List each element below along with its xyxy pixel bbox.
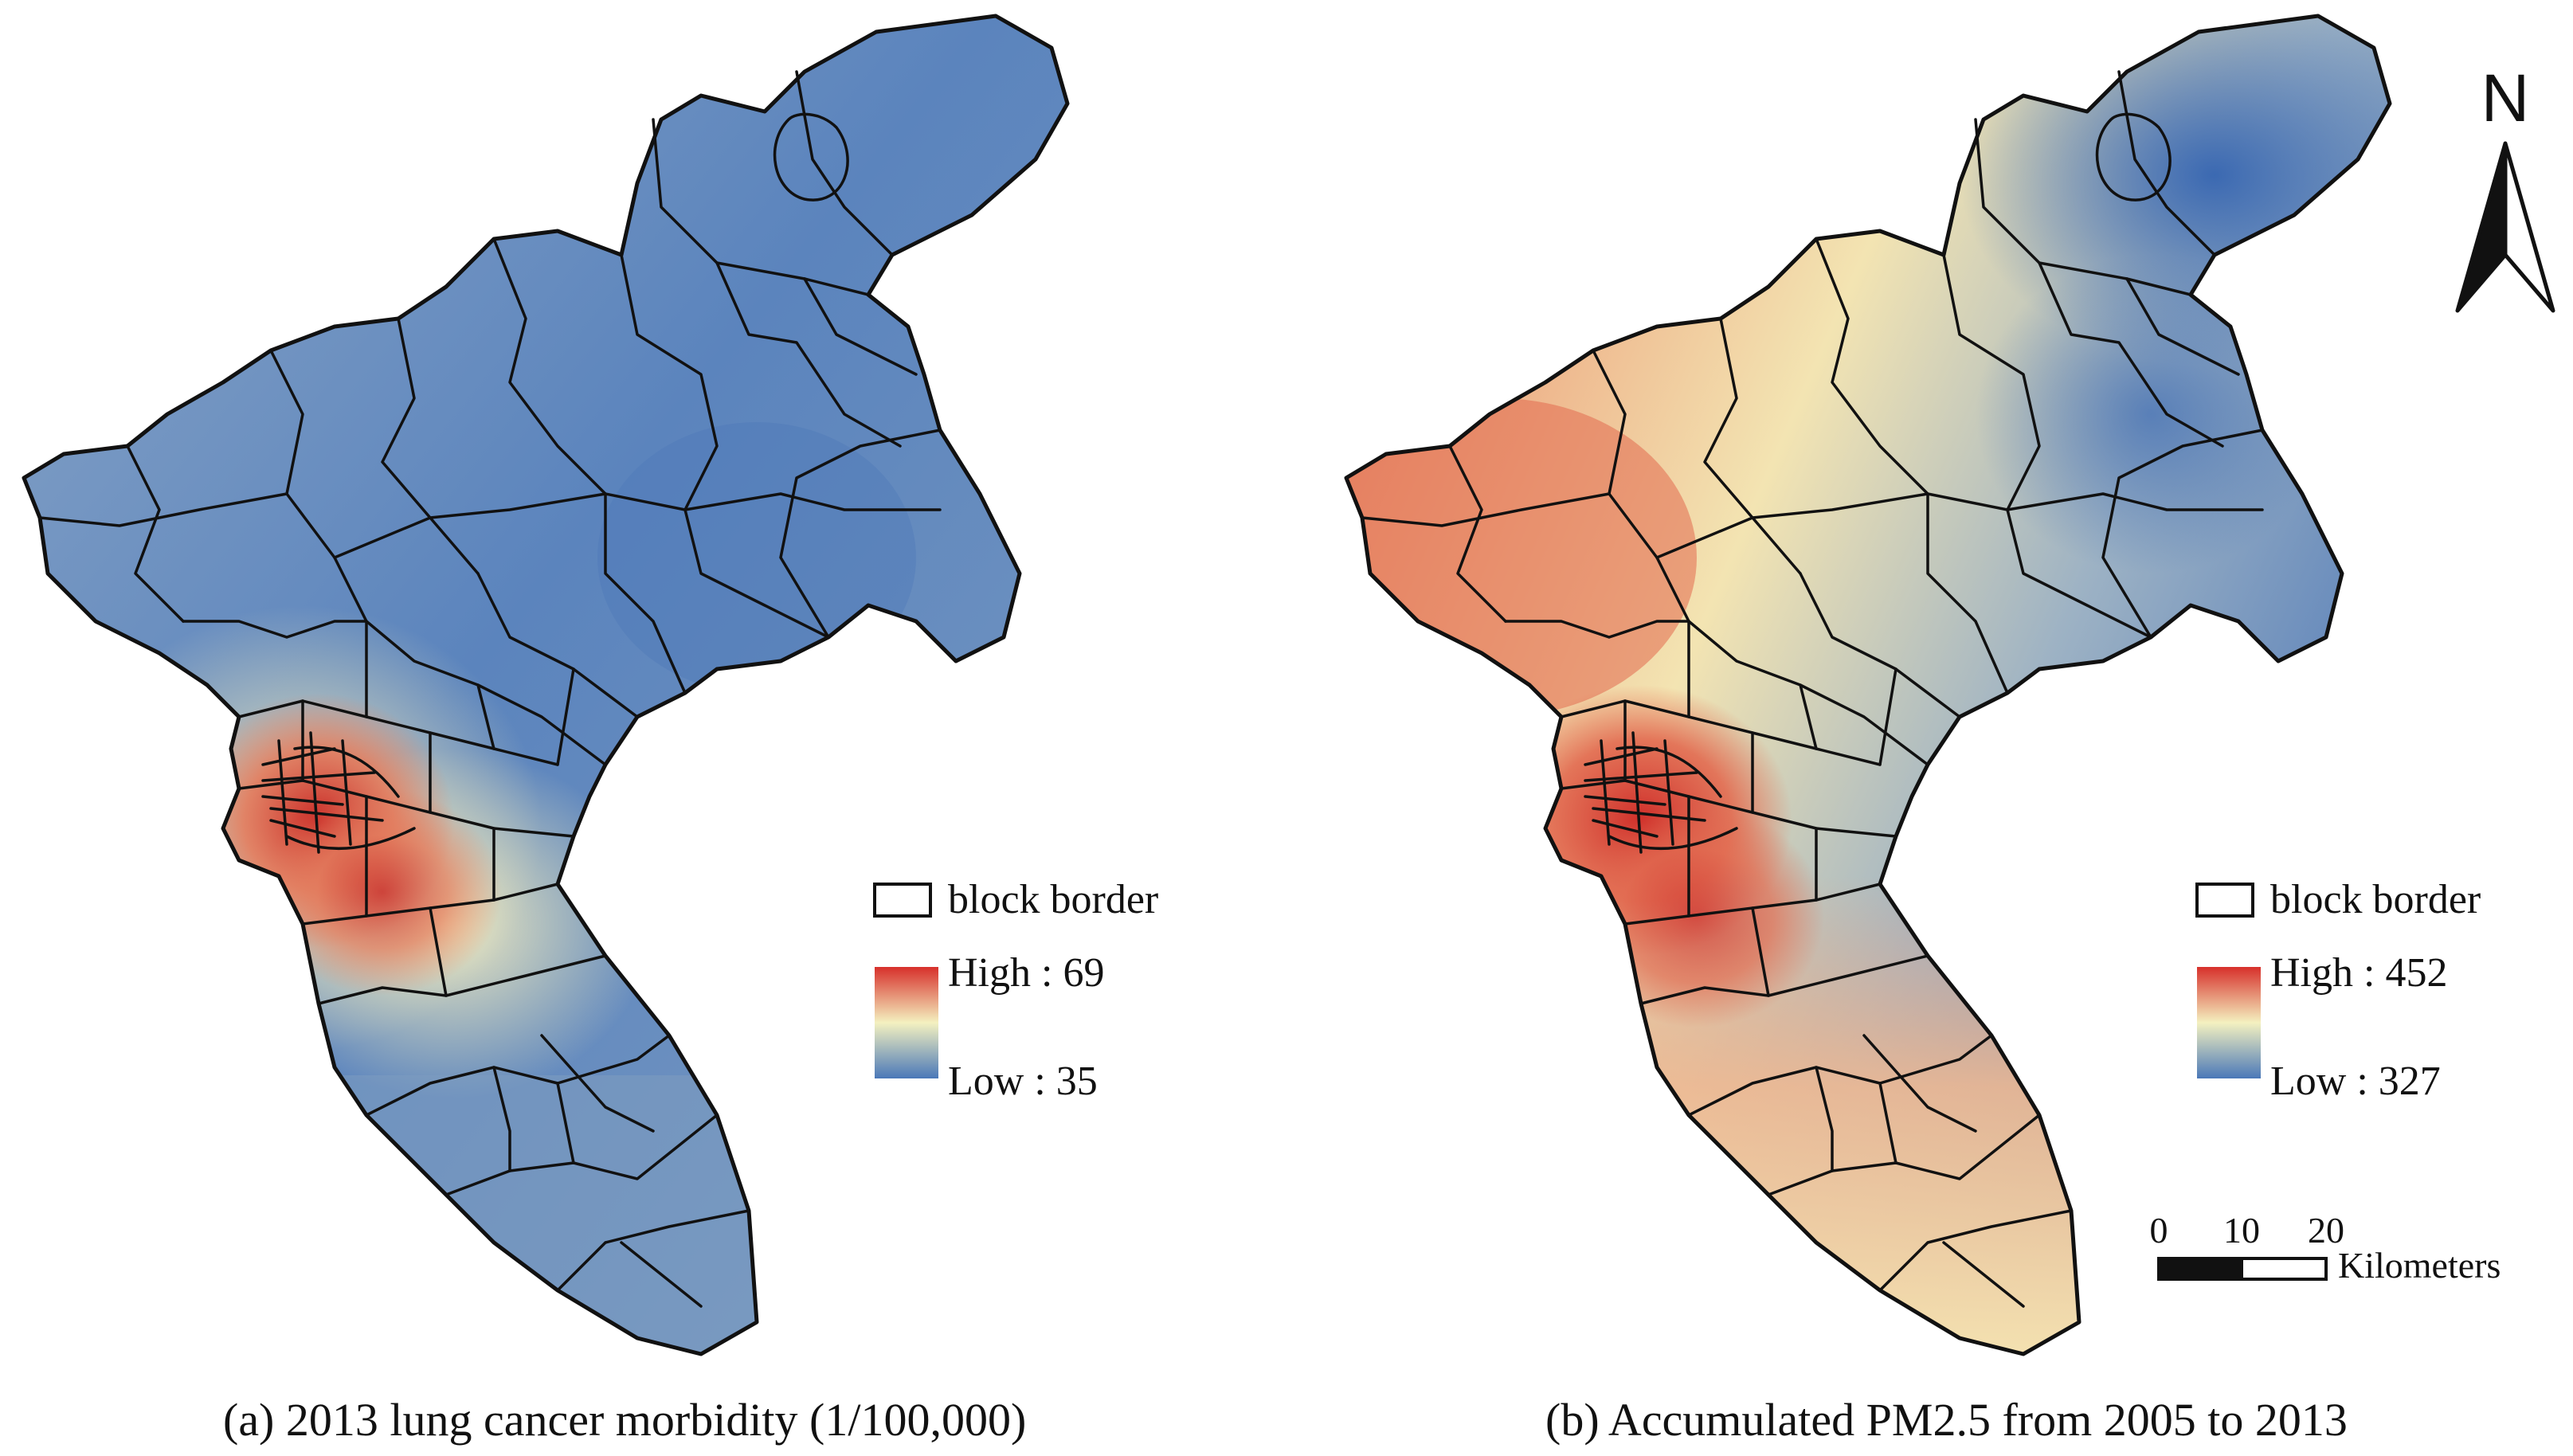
scale-bar-black-segment: [2157, 1257, 2243, 1281]
north-arrow-right-half: [2503, 141, 2555, 313]
panel-b-choropleth: [1298, 0, 2469, 1402]
panel-a-caption: (a) 2013 lung cancer morbidity (1/100,00…: [223, 1394, 1026, 1446]
scale-bar-white-segment: [2240, 1257, 2328, 1281]
legend-a-border-label: block border: [948, 877, 1158, 922]
legend-a-high-label: High : 69: [948, 950, 1104, 996]
legend-b-high-label: High : 452: [2270, 950, 2447, 996]
legend-a-ramp: [875, 967, 938, 1078]
panel-a-lung-cancer-map: block border High : 69 Low : 35 (a) 2013…: [0, 0, 1158, 1446]
scale-bar: 0 10 20 Kilometers: [2150, 1210, 2501, 1286]
legend-b-low-label: Low : 327: [2270, 1059, 2441, 1104]
legend-b-border-swatch: [2195, 883, 2254, 918]
scale-tick-0: 0: [2150, 1210, 2168, 1251]
scale-tick-10: 10: [2223, 1210, 2260, 1251]
legend-b-border-label: block border: [2270, 877, 2481, 922]
panel-b-legend: block border High : 452 Low : 327: [2195, 877, 2481, 1104]
north-arrow: N: [2455, 61, 2555, 313]
north-arrow-label: N: [2481, 61, 2530, 135]
scale-unit-label: Kilometers: [2338, 1245, 2501, 1286]
panel-a-choropleth: [0, 0, 1115, 1402]
panel-b-pm25-map: block border High : 452 Low : 327 (b) Ac…: [1298, 0, 2481, 1446]
legend-b-ramp: [2197, 967, 2261, 1078]
panel-a-legend: block border High : 69 Low : 35: [873, 877, 1158, 1104]
panel-b-caption: (b) Accumulated PM2.5 from 2005 to 2013: [1545, 1394, 2348, 1446]
legend-a-low-label: Low : 35: [948, 1059, 1098, 1104]
scale-tick-20: 20: [2308, 1210, 2344, 1251]
legend-a-border-swatch: [873, 883, 932, 918]
